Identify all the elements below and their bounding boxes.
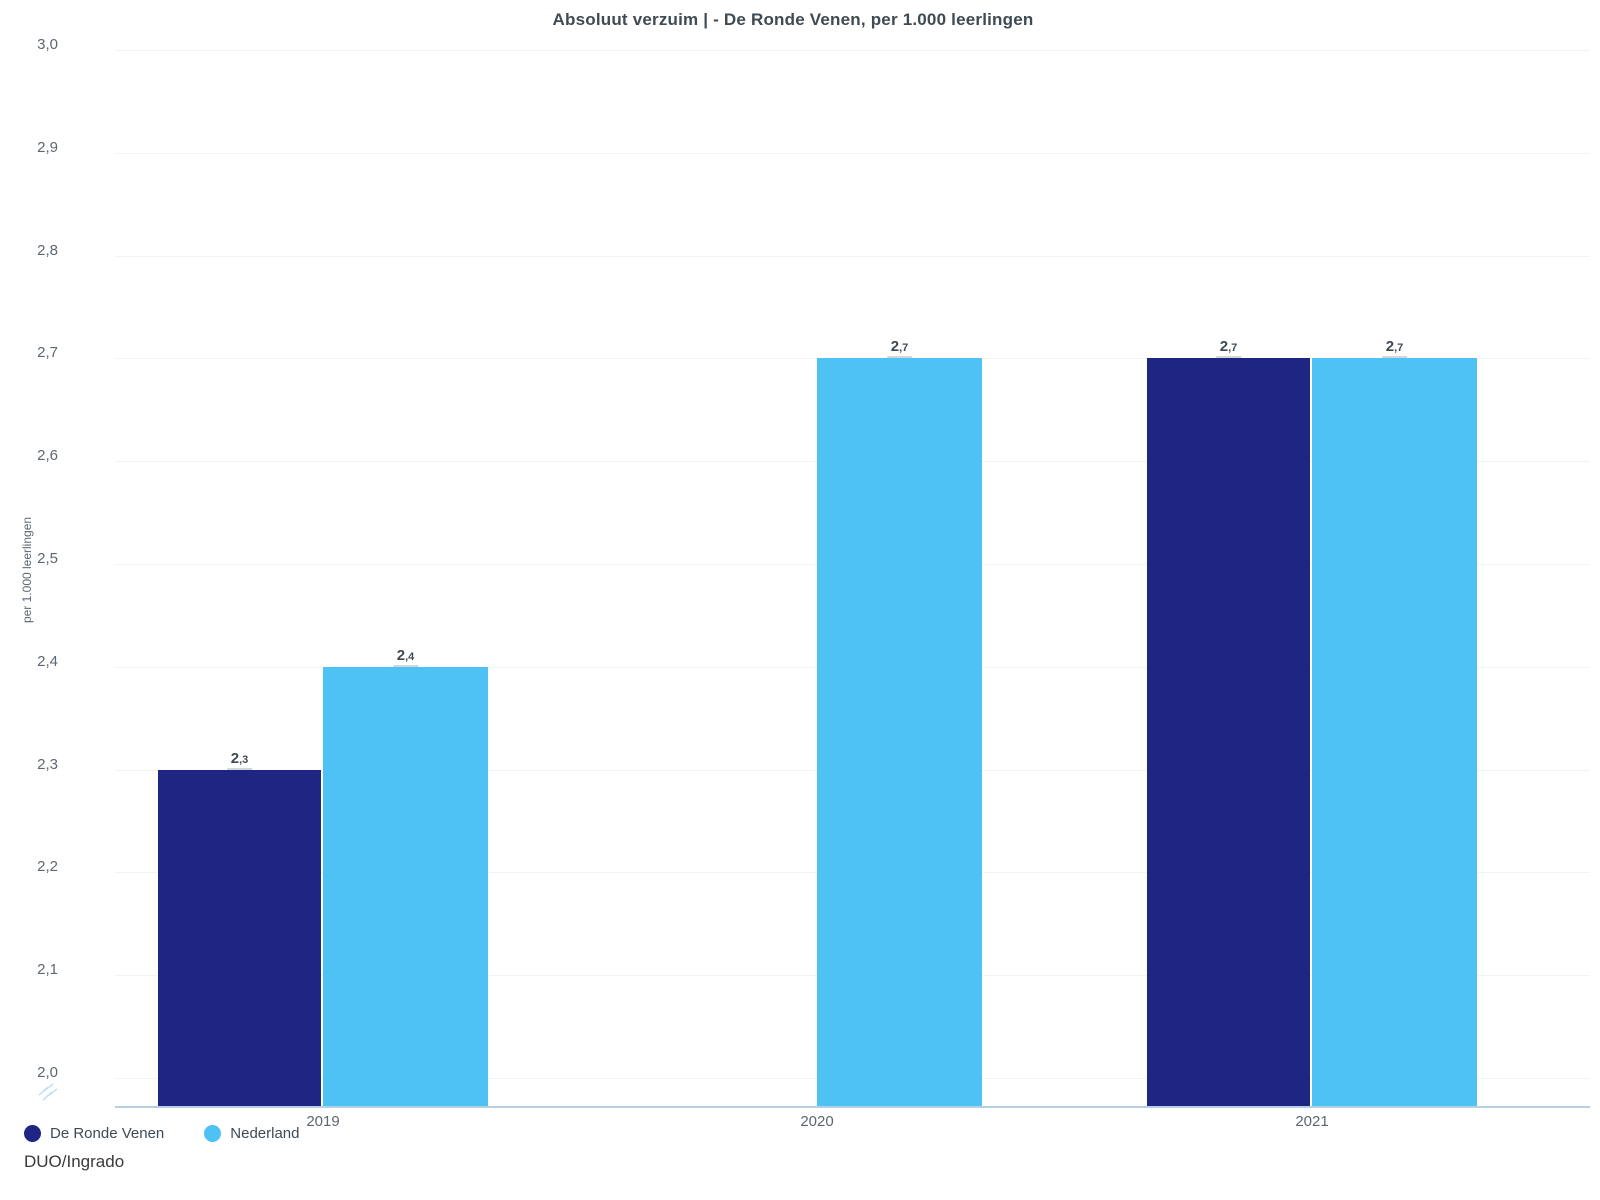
bar-value-nederland-2020: 2,7 [886,338,913,358]
x-tick-2021: 2021 [1295,1113,1329,1130]
y-tick-2-4: 2,4 [37,653,58,670]
legend-item-nederland[interactable]: Nederland [204,1125,299,1142]
bar-value-integer: 2 [396,647,406,664]
legend-label: De Ronde Venen [50,1125,165,1142]
bar-nederland-2020[interactable] [817,358,982,1107]
bar-value-decimal: ,7 [1228,342,1238,354]
y-axis-title: per 1.000 leerlingen [20,516,34,624]
bar-de-ronde-venen-2021[interactable] [1147,358,1310,1107]
x-tick-2019: 2019 [306,1113,340,1130]
legend-label: Nederland [230,1125,300,1142]
y-tick-2-1: 2,1 [37,961,58,978]
bar-de-ronde-venen-2019[interactable] [158,770,321,1107]
bar-value-de-ronde-venen-2019: 2,3 [226,750,253,770]
bar-value-integer: 2 [230,750,240,767]
gridline-3-0 [115,50,1590,51]
legend-swatch-nederland [204,1125,222,1142]
chart-title: Absoluut verzuim | - De Ronde Venen, per… [552,10,1034,29]
bar-value-integer: 2 [1385,338,1395,355]
x-tick-2020: 2020 [800,1113,834,1130]
bar-value-de-ronde-venen-2021: 2,7 [1215,338,1242,358]
gridline-2-8 [115,256,1590,257]
legend: De Ronde Venen Nederland [24,1125,299,1142]
y-axis-break-icon [38,1083,58,1101]
y-tick-2-0: 2,0 [37,1064,58,1081]
bar-value-nederland-2021: 2,7 [1381,338,1408,358]
y-tick-2-7: 2,7 [37,344,58,361]
bar-nederland-2021[interactable] [1312,358,1477,1107]
y-tick-2-9: 2,9 [37,139,58,156]
bar-value-decimal: ,4 [405,651,415,663]
bar-value-integer: 2 [1219,338,1229,355]
y-tick-2-3: 2,3 [37,756,58,773]
y-tick-3-0: 3,0 [37,36,58,53]
y-tick-2-2: 2,2 [37,858,58,875]
legend-swatch-de-ronde-venen [24,1125,41,1142]
source-caption: DUO/Ingrado [24,1152,125,1171]
bar-value-decimal: ,7 [1394,342,1404,354]
gridline-2-9 [115,153,1590,154]
x-axis-line [115,1106,1590,1108]
bar-nederland-2019[interactable] [323,667,488,1107]
bar-value-decimal: ,3 [239,754,249,766]
bar-value-nederland-2019: 2,4 [392,647,419,667]
legend-item-de-ronde-venen[interactable]: De Ronde Venen [24,1125,164,1142]
y-tick-2-5: 2,5 [37,550,58,567]
y-tick-2-6: 2,6 [37,447,58,464]
y-tick-2-8: 2,8 [37,242,58,259]
bar-value-integer: 2 [890,338,900,355]
bar-value-decimal: ,7 [899,342,909,354]
